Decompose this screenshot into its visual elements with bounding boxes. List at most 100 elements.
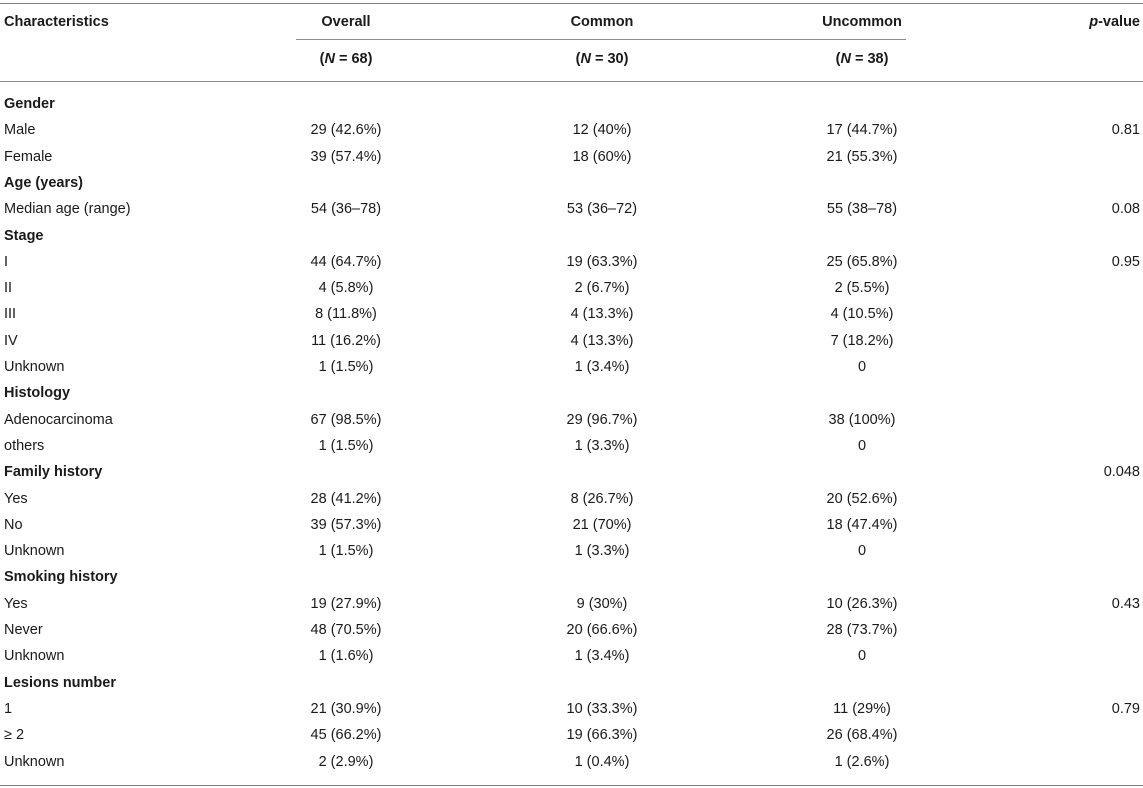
overall-value: 48 (70.5%) xyxy=(310,622,382,638)
overall-value: 1 (1.6%) xyxy=(318,648,374,664)
common-value: 53 (36–72) xyxy=(566,201,638,217)
common-value: 4 (13.3%) xyxy=(570,306,634,322)
row-label: I xyxy=(4,254,9,270)
p-value: 0.08 xyxy=(1111,201,1140,217)
table-bottom-rule xyxy=(0,785,1143,786)
section-heading: Lesions number xyxy=(4,675,116,691)
overall-value: 28 (41.2%) xyxy=(310,491,382,507)
uncommon-value: 1 (2.6%) xyxy=(834,754,890,770)
common-value: 1 (3.4%) xyxy=(574,359,630,375)
header-n-overall: (N = 68) xyxy=(296,50,396,68)
common-value: 1 (3.3%) xyxy=(574,543,630,559)
header-p-letter: p xyxy=(1089,14,1099,30)
common-value: 12 (40%) xyxy=(572,122,632,138)
row-label: II xyxy=(4,280,13,296)
row-label: III xyxy=(4,306,17,322)
row-label: Unknown xyxy=(4,648,65,664)
common-value: 1 (3.4%) xyxy=(574,648,630,664)
common-value: 21 (70%) xyxy=(572,517,632,533)
overall-value: 1 (1.5%) xyxy=(318,359,374,375)
row-label: Median age (range) xyxy=(4,201,131,217)
n-overall-value: = 68) xyxy=(334,51,373,67)
uncommon-value: 21 (55.3%) xyxy=(826,149,898,165)
common-value: 10 (33.3%) xyxy=(566,701,638,717)
section-heading: Age (years) xyxy=(4,175,83,191)
header-bottom-rule xyxy=(0,81,1143,82)
header-n-common: (N = 30) xyxy=(552,50,652,68)
p-value: 0.95 xyxy=(1111,254,1140,270)
header-overall: Overall xyxy=(321,14,371,30)
common-value: 1 (0.4%) xyxy=(574,754,630,770)
table-top-rule xyxy=(0,3,1143,4)
uncommon-value: 25 (65.8%) xyxy=(826,254,898,270)
common-value: 18 (60%) xyxy=(572,149,632,165)
common-value: 19 (63.3%) xyxy=(566,254,638,270)
common-value: 2 (6.7%) xyxy=(574,280,630,296)
paren-open: ( xyxy=(835,51,841,67)
row-label: Unknown xyxy=(4,754,65,770)
uncommon-value: 55 (38–78) xyxy=(826,201,898,217)
paren-open: ( xyxy=(319,51,325,67)
overall-value: 29 (42.6%) xyxy=(310,122,382,138)
row-label: Unknown xyxy=(4,359,65,375)
overall-value: 44 (64.7%) xyxy=(310,254,382,270)
overall-value: 2 (2.9%) xyxy=(318,754,374,770)
row-label: ≥ 2 xyxy=(4,727,25,743)
section-heading: Family history xyxy=(4,464,103,480)
uncommon-value: 26 (68.4%) xyxy=(826,727,898,743)
uncommon-value: 38 (100%) xyxy=(828,412,896,428)
common-value: 8 (26.7%) xyxy=(570,491,634,507)
common-value: 4 (13.3%) xyxy=(570,333,634,349)
row-label: Never xyxy=(4,622,43,638)
row-label: Yes xyxy=(4,491,28,507)
n-symbol: N xyxy=(324,51,335,67)
uncommon-value: 18 (47.4%) xyxy=(826,517,898,533)
n-symbol: N xyxy=(580,51,591,67)
row-label: Unknown xyxy=(4,543,65,559)
header-p-value: p-value xyxy=(1040,13,1140,31)
overall-value: 1 (1.5%) xyxy=(318,438,374,454)
overall-value: 11 (16.2%) xyxy=(311,333,381,349)
common-value: 20 (66.6%) xyxy=(566,622,638,638)
overall-value: 19 (27.9%) xyxy=(310,596,382,612)
uncommon-value: 17 (44.7%) xyxy=(826,122,898,138)
row-label: Female xyxy=(4,149,53,165)
row-label: Yes xyxy=(4,596,28,612)
row-label: others xyxy=(4,438,45,454)
section-heading: Histology xyxy=(4,385,71,401)
p-value: 0.81 xyxy=(1111,122,1140,138)
header-common: Common xyxy=(570,14,634,30)
uncommon-value: 0 xyxy=(857,359,867,375)
common-value: 29 (96.7%) xyxy=(566,412,638,428)
n-common-value: = 30) xyxy=(590,51,629,67)
row-label: Male xyxy=(4,122,36,138)
header-n-uncommon: (N = 38) xyxy=(812,50,912,68)
header-uncommon: Uncommon xyxy=(822,14,902,30)
uncommon-value: 0 xyxy=(857,438,867,454)
uncommon-value: 7 (18.2%) xyxy=(830,333,894,349)
p-value: 0.43 xyxy=(1111,596,1140,612)
n-uncommon-value: = 38) xyxy=(850,51,889,67)
uncommon-value: 28 (73.7%) xyxy=(826,622,898,638)
p-value: 0.79 xyxy=(1111,701,1140,717)
overall-value: 67 (98.5%) xyxy=(310,412,382,428)
common-value: 1 (3.3%) xyxy=(574,438,630,454)
uncommon-value: 10 (26.3%) xyxy=(826,596,898,612)
section-heading: Stage xyxy=(4,228,44,244)
n-symbol: N xyxy=(840,51,851,67)
overall-value: 21 (30.9%) xyxy=(310,701,382,717)
overall-value: 45 (66.2%) xyxy=(310,727,382,743)
common-value: 19 (66.3%) xyxy=(566,727,638,743)
overall-value: 1 (1.5%) xyxy=(318,543,374,559)
section-heading: Gender xyxy=(4,96,55,112)
section-heading: Smoking history xyxy=(4,569,118,585)
p-value: 0.048 xyxy=(1103,464,1140,480)
overall-value: 39 (57.4%) xyxy=(310,149,382,165)
uncommon-value: 4 (10.5%) xyxy=(830,306,894,322)
uncommon-value: 20 (52.6%) xyxy=(826,491,898,507)
paren-open: ( xyxy=(575,51,581,67)
overall-value: 4 (5.8%) xyxy=(318,280,374,296)
row-label: No xyxy=(4,517,23,533)
header-characteristics: Characteristics xyxy=(4,14,109,30)
row-label: IV xyxy=(4,333,18,349)
